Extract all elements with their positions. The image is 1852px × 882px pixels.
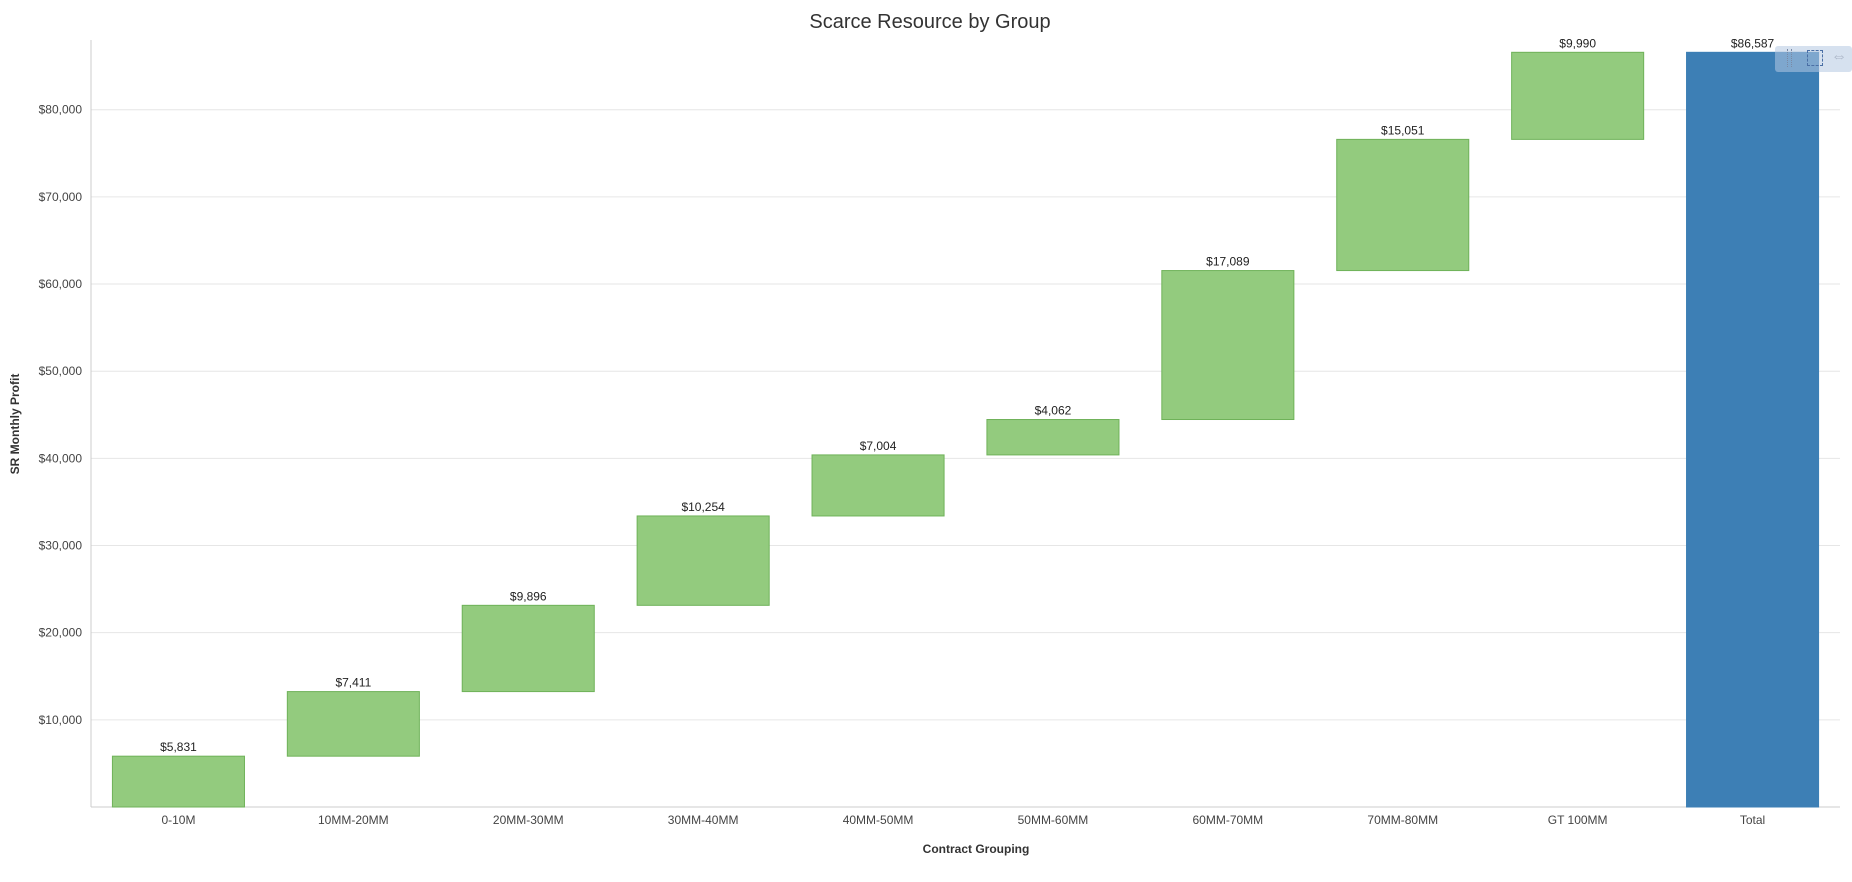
bar: [286, 691, 420, 757]
bar: [1336, 138, 1470, 272]
pan-icon[interactable]: ⇔: [1831, 48, 1847, 65]
y-tick-label: $20,000: [39, 626, 83, 640]
x-tick-label: 10MM-20MM: [318, 813, 389, 827]
x-tick-label: 30MM-40MM: [668, 813, 739, 827]
grid-lines: [91, 109, 1840, 721]
y-tick-label: $70,000: [39, 190, 83, 204]
y-tick-label: $10,000: [39, 713, 83, 727]
bar: [111, 755, 245, 808]
bar: [1686, 51, 1820, 808]
data-labels: $5,831 $7,411 $9,896 $10,254 $7,004 $4,062 $17…: [160, 36, 1774, 754]
chart-toolbar: ⇔: [1775, 46, 1852, 72]
y-tick-label: $60,000: [39, 277, 83, 291]
y-tick-label: $40,000: [39, 451, 83, 465]
bar: [811, 454, 945, 517]
x-tick-label: 20MM-30MM: [493, 813, 564, 827]
data-label: $9,896: [510, 589, 547, 603]
data-label: $86,587: [1731, 36, 1775, 50]
x-tick-label: 70MM-80MM: [1367, 813, 1438, 827]
x-tick-label: 50MM-60MM: [1018, 813, 1089, 827]
data-label: $4,062: [1035, 404, 1072, 418]
data-label: $5,831: [160, 740, 197, 754]
bar: [986, 419, 1120, 456]
x-tick-label: 40MM-50MM: [843, 813, 914, 827]
data-label: $17,089: [1206, 255, 1250, 269]
data-label: $7,411: [335, 676, 371, 690]
bars: [111, 51, 1820, 808]
x-tick-label: Total: [1740, 813, 1765, 827]
data-label: $15,051: [1381, 123, 1425, 137]
bar: [1511, 51, 1645, 140]
data-label: $7,004: [860, 439, 897, 453]
y-axis-ticks: $10,000 $20,000 $30,000 $40,000 $50,000 $60,0…: [39, 103, 83, 727]
y-tick-label: $80,000: [39, 103, 83, 117]
bar: [1161, 270, 1295, 421]
x-tick-label: 0-10M: [161, 813, 195, 827]
data-label: $10,254: [681, 500, 725, 514]
bar: [636, 515, 770, 606]
y-tick-label: $50,000: [39, 364, 83, 378]
chart-title: Scarce Resource by Group: [809, 11, 1050, 33]
x-axis-ticks: 0-10M 10MM-20MM 20MM-30MM 30MM-40MM 40MM-50M…: [161, 813, 1765, 827]
y-axis-title: SR Monthly Profit: [8, 374, 22, 475]
x-tick-label: GT 100MM: [1548, 813, 1608, 827]
x-tick-label: 60MM-70MM: [1193, 813, 1264, 827]
y-tick-label: $30,000: [39, 539, 83, 553]
data-label: $9,990: [1559, 36, 1596, 50]
bar: [461, 604, 595, 693]
drag-handle-icon[interactable]: [1787, 49, 1792, 67]
box-select-icon[interactable]: [1807, 50, 1823, 66]
x-axis-title: Contract Grouping: [923, 842, 1030, 856]
